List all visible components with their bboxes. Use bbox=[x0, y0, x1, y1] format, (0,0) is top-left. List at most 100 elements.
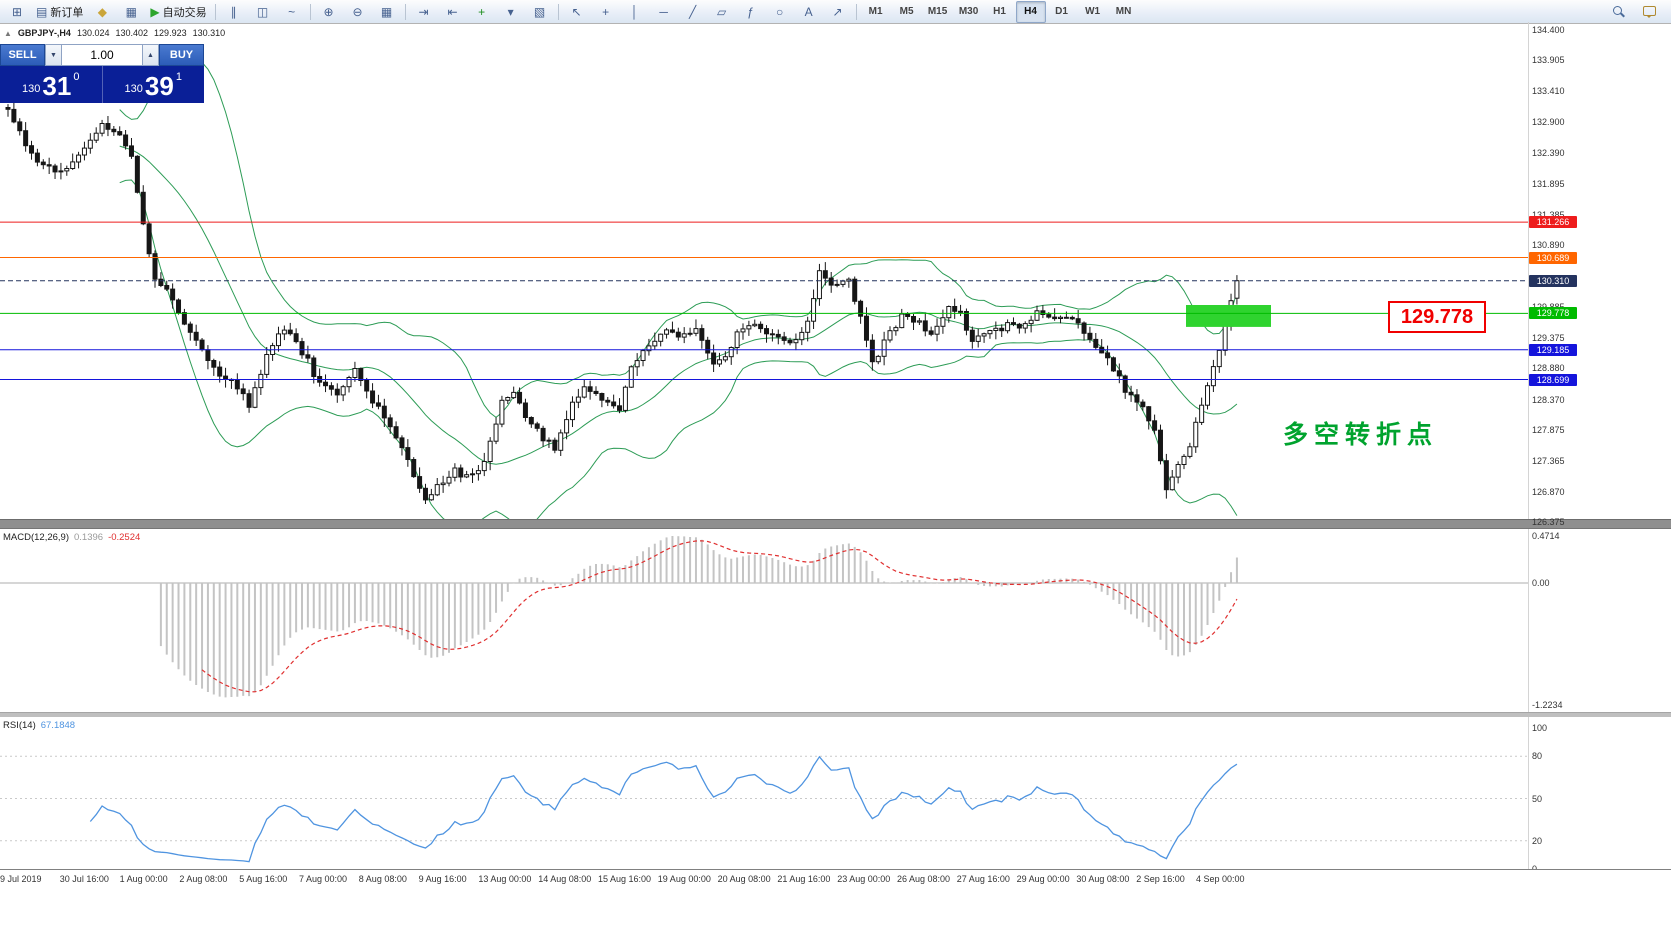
volume-input[interactable] bbox=[62, 44, 142, 66]
volume-decrease-button[interactable]: ▼ bbox=[45, 44, 62, 66]
time-axis-label: 29 Aug 00:00 bbox=[1016, 874, 1070, 884]
periods-button[interactable]: ▾ bbox=[497, 1, 525, 23]
search-button[interactable] bbox=[1604, 1, 1632, 23]
timeframe-m1-button[interactable]: M1 bbox=[868, 6, 883, 17]
price-tag-128.699: 128.699 bbox=[1529, 374, 1577, 386]
templates-button[interactable]: ▧ bbox=[526, 1, 554, 23]
sell-price-figure: 130 bbox=[22, 83, 41, 96]
fibonacci-button[interactable]: ƒ bbox=[737, 1, 765, 23]
macd-axis-label: 0.4714 bbox=[1532, 531, 1560, 541]
auto-scroll-button[interactable]: ⇥ bbox=[410, 1, 438, 23]
price-axis-label: 131.895 bbox=[1532, 179, 1565, 189]
trendline-icon: ╱ bbox=[688, 4, 697, 19]
rsi-value: 67.1848 bbox=[40, 720, 76, 731]
timeframe-m5-button[interactable]: M5 bbox=[899, 6, 914, 17]
ohlc-open: 130.024 bbox=[76, 28, 110, 38]
horizontal-line-icon: ─ bbox=[659, 4, 668, 19]
price-axis-label: 128.880 bbox=[1532, 363, 1565, 373]
zoom-out-icon: ⊖ bbox=[352, 4, 363, 19]
panel-resize-divider-macd[interactable] bbox=[0, 519, 1671, 529]
time-axis-label: 9 Aug 16:00 bbox=[418, 874, 467, 884]
new-chart-button[interactable]: ⊞ bbox=[3, 1, 31, 23]
time-axis-label: 27 Aug 16:00 bbox=[956, 874, 1010, 884]
zoom-out-button[interactable]: ⊖ bbox=[344, 1, 372, 23]
macd-indicator-label: MACD(12,26,9) 0.1396 -0.2524 bbox=[3, 532, 140, 543]
cursor-icon: ↖ bbox=[571, 4, 582, 19]
shapes-button[interactable]: ○ bbox=[766, 1, 794, 23]
crosshair-button[interactable]: + bbox=[592, 1, 620, 23]
ohlc-high: 130.402 bbox=[115, 28, 149, 38]
timeframe-m15-button[interactable]: M15 bbox=[927, 6, 948, 17]
trendline-button[interactable]: ╱ bbox=[679, 1, 707, 23]
rsi-axis-label: 50 bbox=[1532, 794, 1543, 804]
time-axis-label: 9 Jul 2019 bbox=[0, 874, 42, 884]
timeframe-h1-button[interactable]: H1 bbox=[993, 6, 1006, 17]
price-tag-129.778: 129.778 bbox=[1529, 307, 1577, 319]
price-annotation-box[interactable]: 129.778 bbox=[1388, 301, 1486, 333]
buy-price-display[interactable]: 130 39 1 bbox=[103, 66, 205, 103]
indicators-button[interactable]: + bbox=[468, 1, 496, 23]
equidistant-channel-icon: ▱ bbox=[716, 4, 727, 19]
buy-price-pips: 39 bbox=[144, 71, 174, 101]
text-button[interactable]: A bbox=[795, 1, 823, 23]
candlestick-chart-button[interactable]: ◫ bbox=[249, 1, 277, 23]
timeframe-w1-button[interactable]: W1 bbox=[1085, 6, 1101, 17]
buy-price-point: 1 bbox=[175, 71, 182, 83]
toolbar-separator bbox=[404, 3, 406, 20]
time-axis[interactable]: 9 Jul 2019 30 Jul 16:00 1 Aug 00:00 2 Aug 0… bbox=[0, 869, 1671, 892]
rsi-name: RSI(14) bbox=[3, 720, 36, 731]
panel-resize-divider-rsi[interactable] bbox=[0, 712, 1671, 717]
search-icon bbox=[1612, 5, 1625, 18]
macd-axis-label: 0.00 bbox=[1532, 578, 1550, 588]
rsi-axis-label: 20 bbox=[1532, 836, 1543, 846]
toolbar-separator bbox=[309, 3, 311, 20]
turning-point-annotation[interactable]: 多空转折点 bbox=[1283, 421, 1439, 449]
time-axis-label: 20 Aug 08:00 bbox=[717, 874, 771, 884]
metaeditor-icon: ◆ bbox=[97, 4, 107, 19]
time-axis-label: 13 Aug 00:00 bbox=[478, 874, 532, 884]
new-order-button[interactable]: ▤ 新订单 bbox=[32, 1, 87, 23]
chart-shift-button[interactable]: ⇤ bbox=[439, 1, 467, 23]
arrows-button[interactable]: ↗ bbox=[824, 1, 852, 23]
text-icon: A bbox=[804, 4, 813, 19]
rsi-axis-label: 100 bbox=[1532, 723, 1548, 733]
metaeditor-button[interactable]: ◆ bbox=[88, 1, 116, 23]
ohlc-low: 129.923 bbox=[154, 28, 187, 38]
timeframe-mn-button[interactable]: MN bbox=[1115, 6, 1132, 17]
bar-chart-button[interactable]: ∥ bbox=[220, 1, 248, 23]
time-axis-label: 1 Aug 00:00 bbox=[119, 874, 168, 884]
horizontal-line-button[interactable]: ─ bbox=[650, 1, 678, 23]
autotrading-button[interactable]: ▶ 自动交易 bbox=[146, 1, 210, 23]
toolbar-right-icons bbox=[1604, 1, 1668, 23]
price-axis-label: 130.890 bbox=[1532, 240, 1565, 250]
timeframe-m30-button[interactable]: M30 bbox=[958, 6, 979, 17]
new-chart-icon: ⊞ bbox=[11, 4, 23, 19]
rsi-indicator-label: RSI(14) 67.1848 bbox=[3, 720, 75, 731]
rsi-panel-canvas[interactable] bbox=[0, 717, 1529, 869]
toolbar-separator bbox=[214, 3, 216, 20]
vertical-line-button[interactable]: │ bbox=[621, 1, 649, 23]
tile-windows-button[interactable]: ▦ bbox=[373, 1, 401, 23]
macd-panel-canvas[interactable] bbox=[0, 529, 1529, 712]
symbol-name: GBPJPY-,H4 bbox=[17, 28, 71, 38]
sell-price-display[interactable]: 130 31 0 bbox=[0, 66, 103, 103]
timeframe-d1-button[interactable]: D1 bbox=[1055, 6, 1068, 17]
line-chart-button[interactable]: ~ bbox=[278, 1, 306, 23]
time-axis-label: 7 Aug 00:00 bbox=[299, 874, 348, 884]
zoom-in-button[interactable]: ⊕ bbox=[315, 1, 343, 23]
macd-main-value: 0.1396 bbox=[74, 532, 104, 543]
profiles-button[interactable]: ▦ bbox=[117, 1, 145, 23]
timeframe-h4-button[interactable]: H4 bbox=[1015, 0, 1046, 23]
vertical-line-icon: │ bbox=[630, 4, 639, 19]
volume-increase-button[interactable]: ▲ bbox=[142, 44, 159, 66]
price-axis-separator bbox=[1528, 22, 1529, 869]
sell-button[interactable]: SELL bbox=[0, 44, 45, 66]
main-chart-canvas[interactable] bbox=[0, 22, 1529, 529]
buy-button[interactable]: BUY bbox=[159, 44, 204, 66]
equidistant-channel-button[interactable]: ▱ bbox=[708, 1, 736, 23]
cursor-button[interactable]: ↖ bbox=[563, 1, 591, 23]
new-order-icon: ▤ bbox=[36, 4, 48, 19]
community-button[interactable] bbox=[1636, 1, 1664, 23]
price-axis-label: 134.400 bbox=[1532, 25, 1565, 35]
